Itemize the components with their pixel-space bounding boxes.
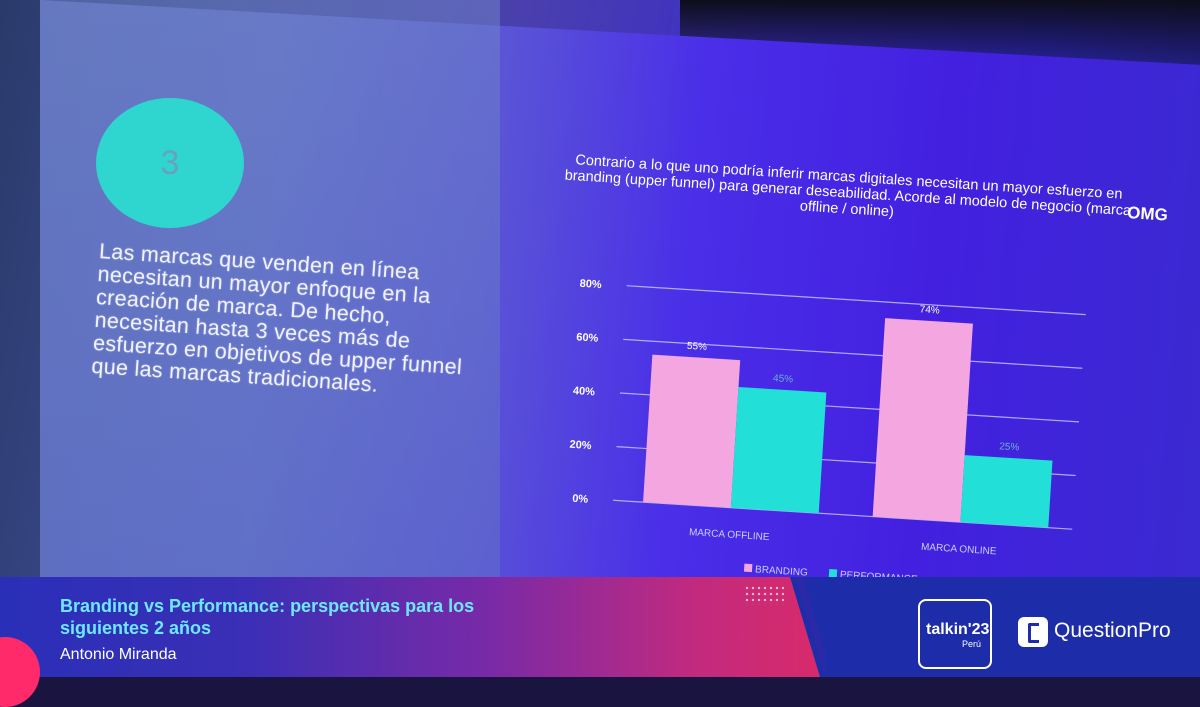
data-label: 74% — [919, 304, 940, 316]
data-label: 55% — [687, 341, 708, 353]
slide-left-panel — [40, 0, 500, 590]
slide-number: 3 — [160, 143, 180, 182]
y-tick-label: 40% — [573, 385, 596, 398]
event-logo-name: talkin'23 — [926, 621, 990, 638]
speaker-name: Antonio Miranda — [60, 646, 177, 663]
bar-branding-1 — [872, 318, 973, 523]
talkin-logo-frame — [918, 599, 992, 669]
questionpro-icon — [1018, 617, 1048, 647]
bar-performance-1 — [960, 455, 1053, 528]
data-label: 45% — [773, 373, 794, 385]
decorative-dots — [744, 585, 784, 605]
video-footer: Branding vs Performance: perspectivas pa… — [0, 577, 1200, 707]
bar-chart: 80% 60% 40% 20% 0% 55% 45% MARCA OFFLINE 74% 25% M… — [569, 278, 1086, 586]
bar-branding-0 — [643, 354, 741, 508]
chart-area: Contrario a lo que uno podría inferir ma… — [512, 150, 1168, 628]
gridline — [623, 338, 1083, 369]
talk-title: Branding vs Performance: perspectivas pa… — [60, 596, 475, 638]
gridline — [626, 285, 1086, 316]
y-tick-label: 20% — [569, 439, 592, 452]
x-tick-label: MARCA OFFLINE — [689, 527, 770, 543]
y-tick-label: 0% — [572, 493, 589, 506]
y-tick-label: 60% — [576, 331, 599, 344]
event-location: Perú — [962, 639, 982, 649]
number-circle: 3 — [96, 98, 244, 228]
legend-label: BRANDING — [755, 564, 809, 578]
legend-swatch — [743, 563, 753, 573]
footer-gradient-band — [0, 577, 820, 677]
sponsor-name: QuestionPro — [1054, 619, 1171, 642]
x-tick-label: MARCA ONLINE — [921, 542, 997, 558]
omg-logo: OMG — [1126, 203, 1169, 225]
photo-scene: 3 Las marcas que venden en línea necesit… — [0, 0, 1200, 677]
legend-swatch — [828, 568, 838, 578]
data-label: 25% — [999, 441, 1020, 453]
bar-performance-0 — [730, 386, 827, 514]
slide-body-text: Las marcas que venden en línea necesitan… — [90, 239, 463, 397]
y-tick-label: 80% — [579, 278, 602, 291]
